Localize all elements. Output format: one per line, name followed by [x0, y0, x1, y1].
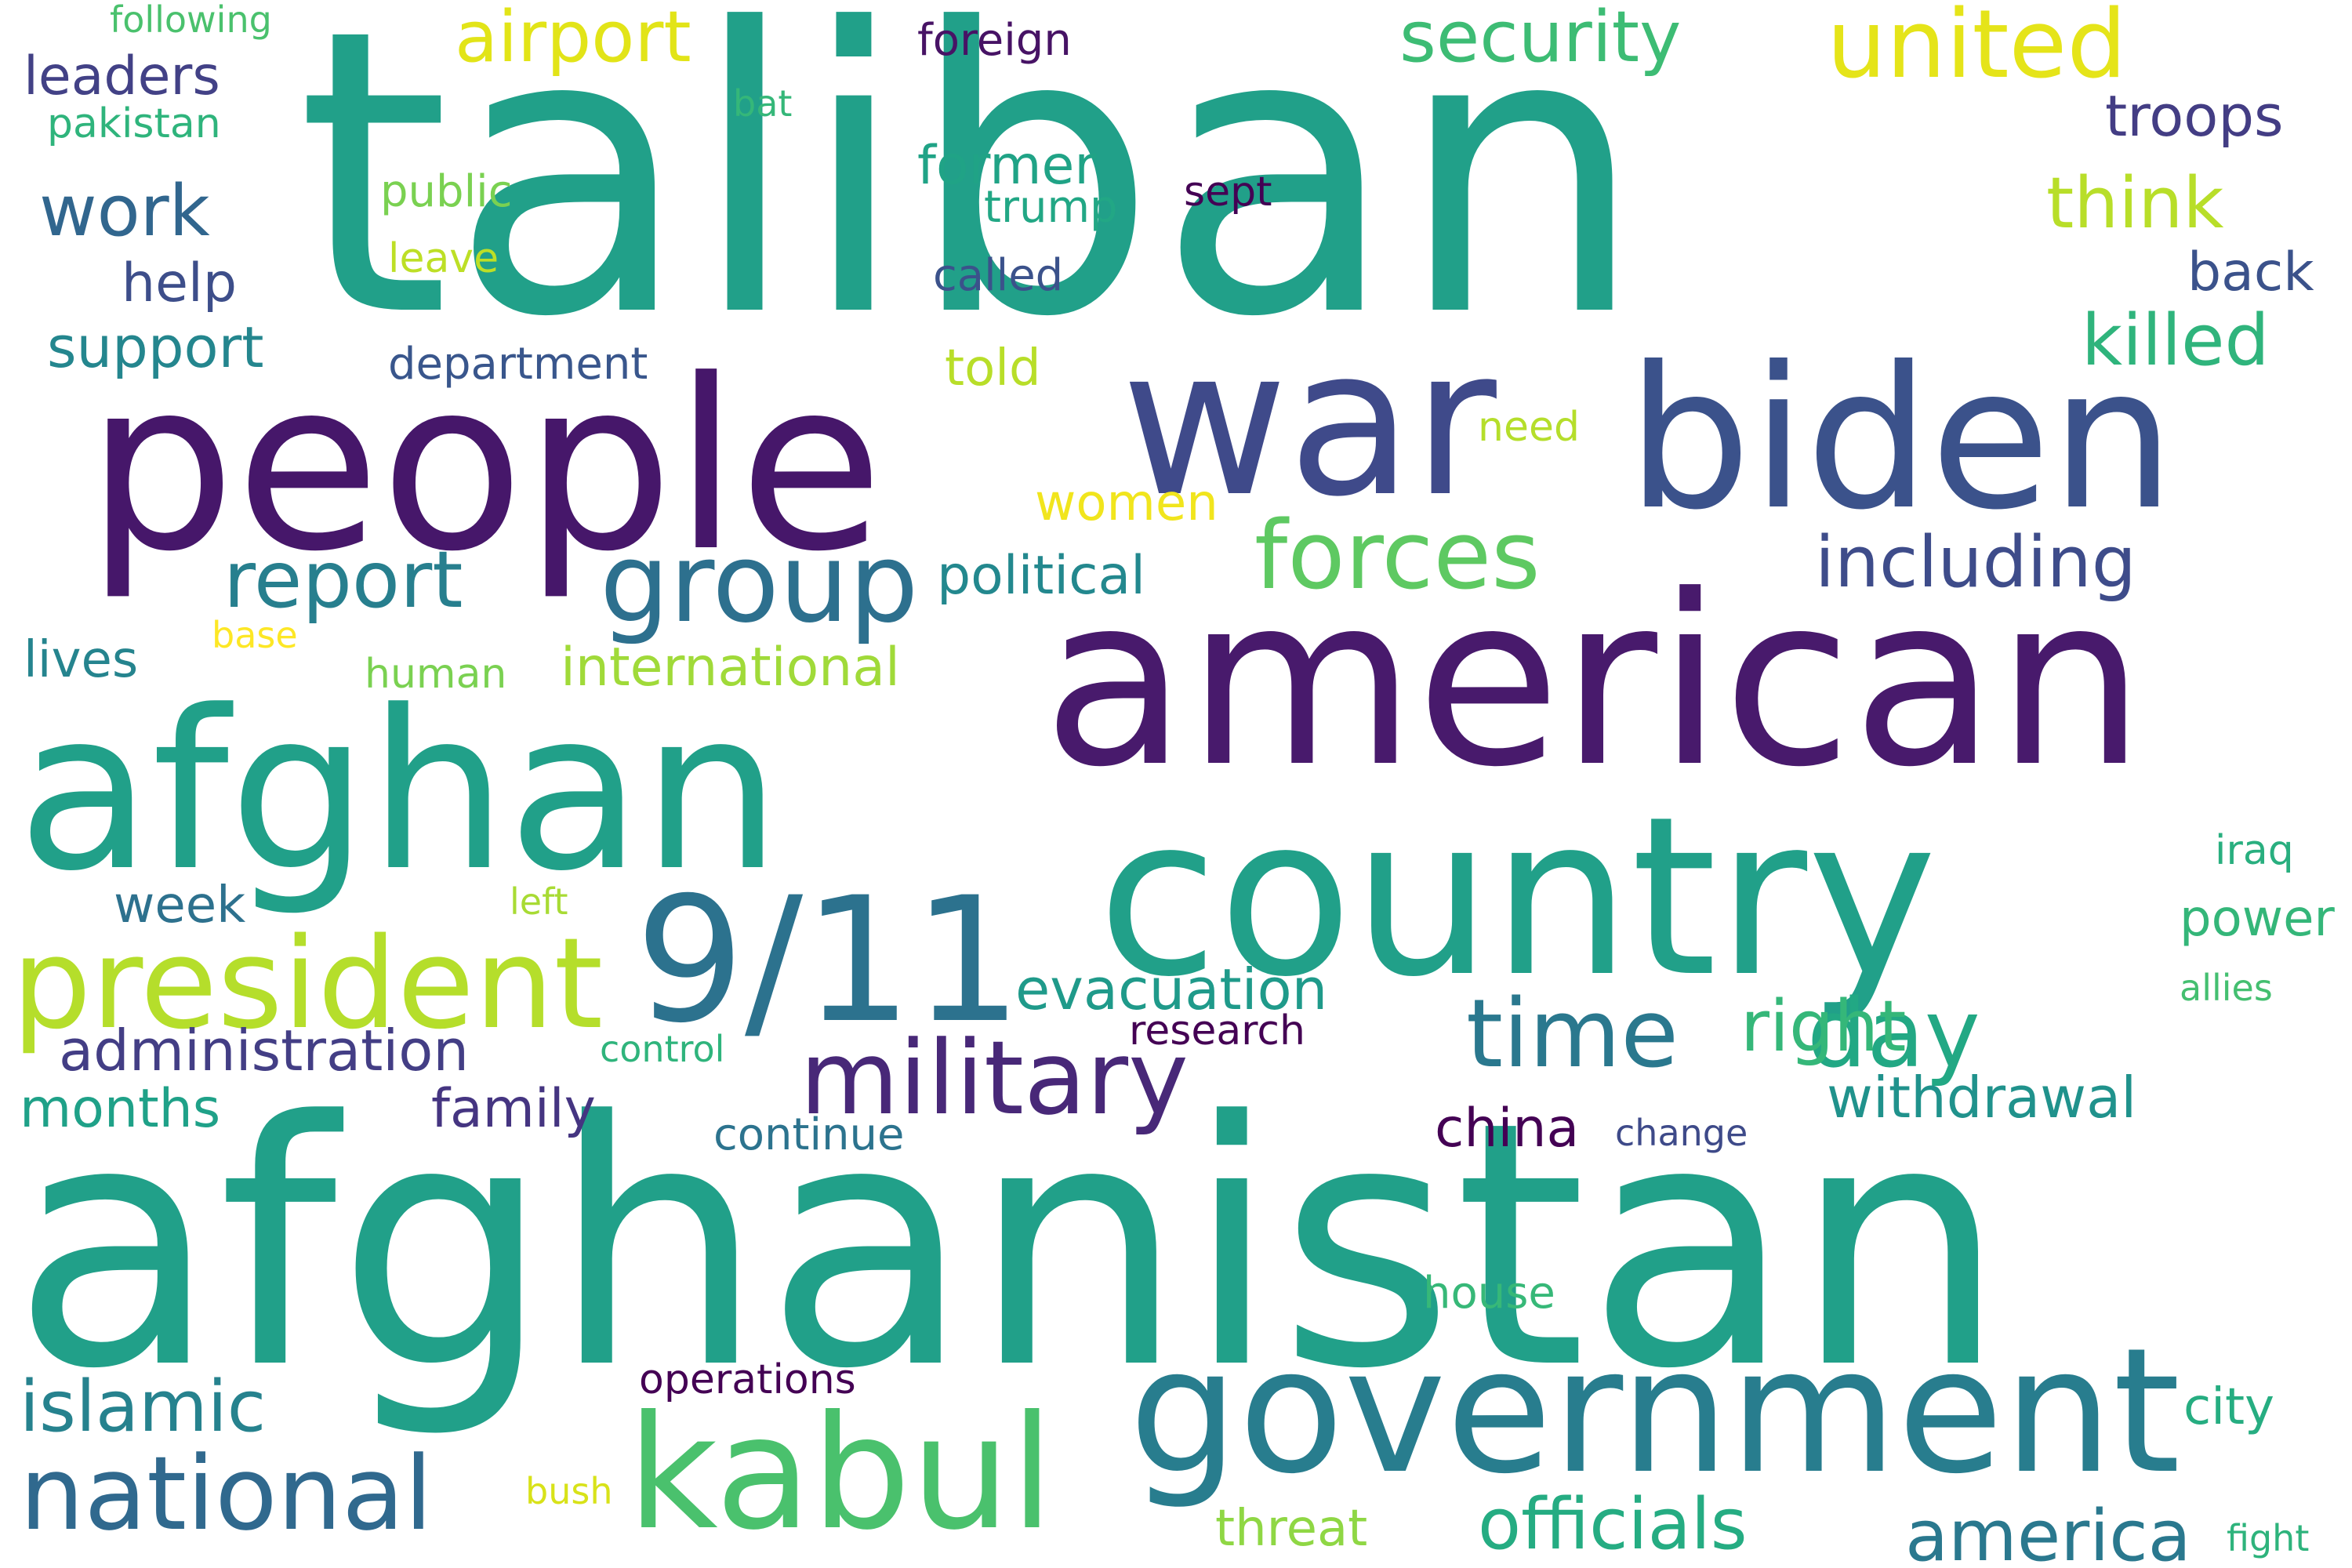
word-killed: killed: [2082, 299, 2270, 382]
word-officials: officials: [1478, 1483, 1748, 1566]
word-week: week: [114, 877, 246, 935]
word-back: back: [2187, 241, 2314, 303]
word-airport: airport: [455, 0, 691, 78]
word-help: help: [122, 252, 237, 314]
word-america: america: [1905, 1495, 2191, 1568]
word-troops: troops: [2105, 83, 2284, 149]
word-united: united: [1827, 0, 2127, 100]
word-people: people: [86, 329, 884, 603]
word-report: report: [223, 534, 463, 626]
word-foreign: foreign: [917, 15, 1072, 66]
word-sept: sept: [1184, 169, 1272, 216]
word-forces: forces: [1254, 502, 1541, 611]
word-afghanistan: afghanistan: [12, 1051, 2007, 1443]
word-women: women: [1035, 474, 1218, 532]
word-human: human: [365, 651, 507, 698]
word-work: work: [39, 170, 210, 252]
word-bat: bat: [733, 82, 793, 125]
word-public: public: [380, 166, 513, 217]
word-family: family: [431, 1078, 596, 1140]
word-day: day: [1807, 980, 1980, 1089]
word-government: government: [1129, 1311, 2181, 1512]
word-house: house: [1423, 1268, 1555, 1319]
word-country: country: [1098, 770, 1937, 1025]
word-administration: administration: [59, 1018, 469, 1083]
word-american: american: [1043, 545, 2146, 818]
word-left: left: [510, 880, 568, 923]
word-9-11: 9/11: [635, 860, 1023, 1061]
word-think: think: [2046, 162, 2224, 245]
word-trump: trump: [984, 182, 1118, 233]
word-islamic: islamic: [20, 1366, 267, 1448]
word-biden: biden: [1627, 325, 2176, 553]
word-months: months: [20, 1078, 221, 1140]
word-lives: lives: [24, 631, 139, 689]
word-president: president: [12, 910, 604, 1057]
word-city: city: [2183, 1378, 2274, 1436]
word-fight: fight: [2227, 1517, 2310, 1559]
word-china: china: [1435, 1098, 1580, 1160]
word-pakistan: pakistan: [47, 100, 221, 147]
word-political: political: [937, 545, 1146, 607]
word-following: following: [110, 0, 272, 41]
word-bush: bush: [525, 1470, 613, 1512]
word-research: research: [1129, 1007, 1305, 1054]
word-war: war: [1121, 305, 1497, 542]
word-iraq: iraq: [2215, 827, 2294, 874]
word-department: department: [388, 339, 648, 390]
word-right: right: [1740, 985, 1907, 1068]
word-allies: allies: [2180, 967, 2273, 1009]
word-taliban: taliban: [296, 0, 1646, 402]
word-national: national: [20, 1434, 433, 1553]
word-base: base: [212, 614, 298, 656]
word-operations: operations: [639, 1356, 856, 1403]
word-kabul: kabul: [627, 1382, 1054, 1565]
word-support: support: [47, 314, 264, 380]
word-leaders: leaders: [24, 45, 220, 107]
word-continue: continue: [713, 1109, 905, 1160]
word-afghan: afghan: [17, 664, 782, 920]
word-time: time: [1466, 980, 1679, 1089]
word-leave: leave: [388, 235, 499, 282]
word-group: group: [600, 520, 919, 648]
word-power: power: [2180, 890, 2335, 948]
word-security: security: [1399, 0, 1682, 78]
word-told: told: [945, 339, 1041, 397]
word-called: called: [933, 250, 1064, 301]
word-military: military: [800, 1018, 1189, 1138]
word-withdrawal: withdrawal: [1827, 1065, 2137, 1131]
word-former: former: [917, 135, 1097, 197]
word-change: change: [1615, 1112, 1748, 1154]
word-evacuation: evacuation: [1015, 956, 1328, 1022]
word-control: control: [600, 1028, 725, 1070]
word-threat: threat: [1215, 1500, 1368, 1558]
word-international: international: [561, 637, 900, 699]
word-need: need: [1478, 404, 1580, 451]
word-including: including: [1815, 521, 2136, 604]
